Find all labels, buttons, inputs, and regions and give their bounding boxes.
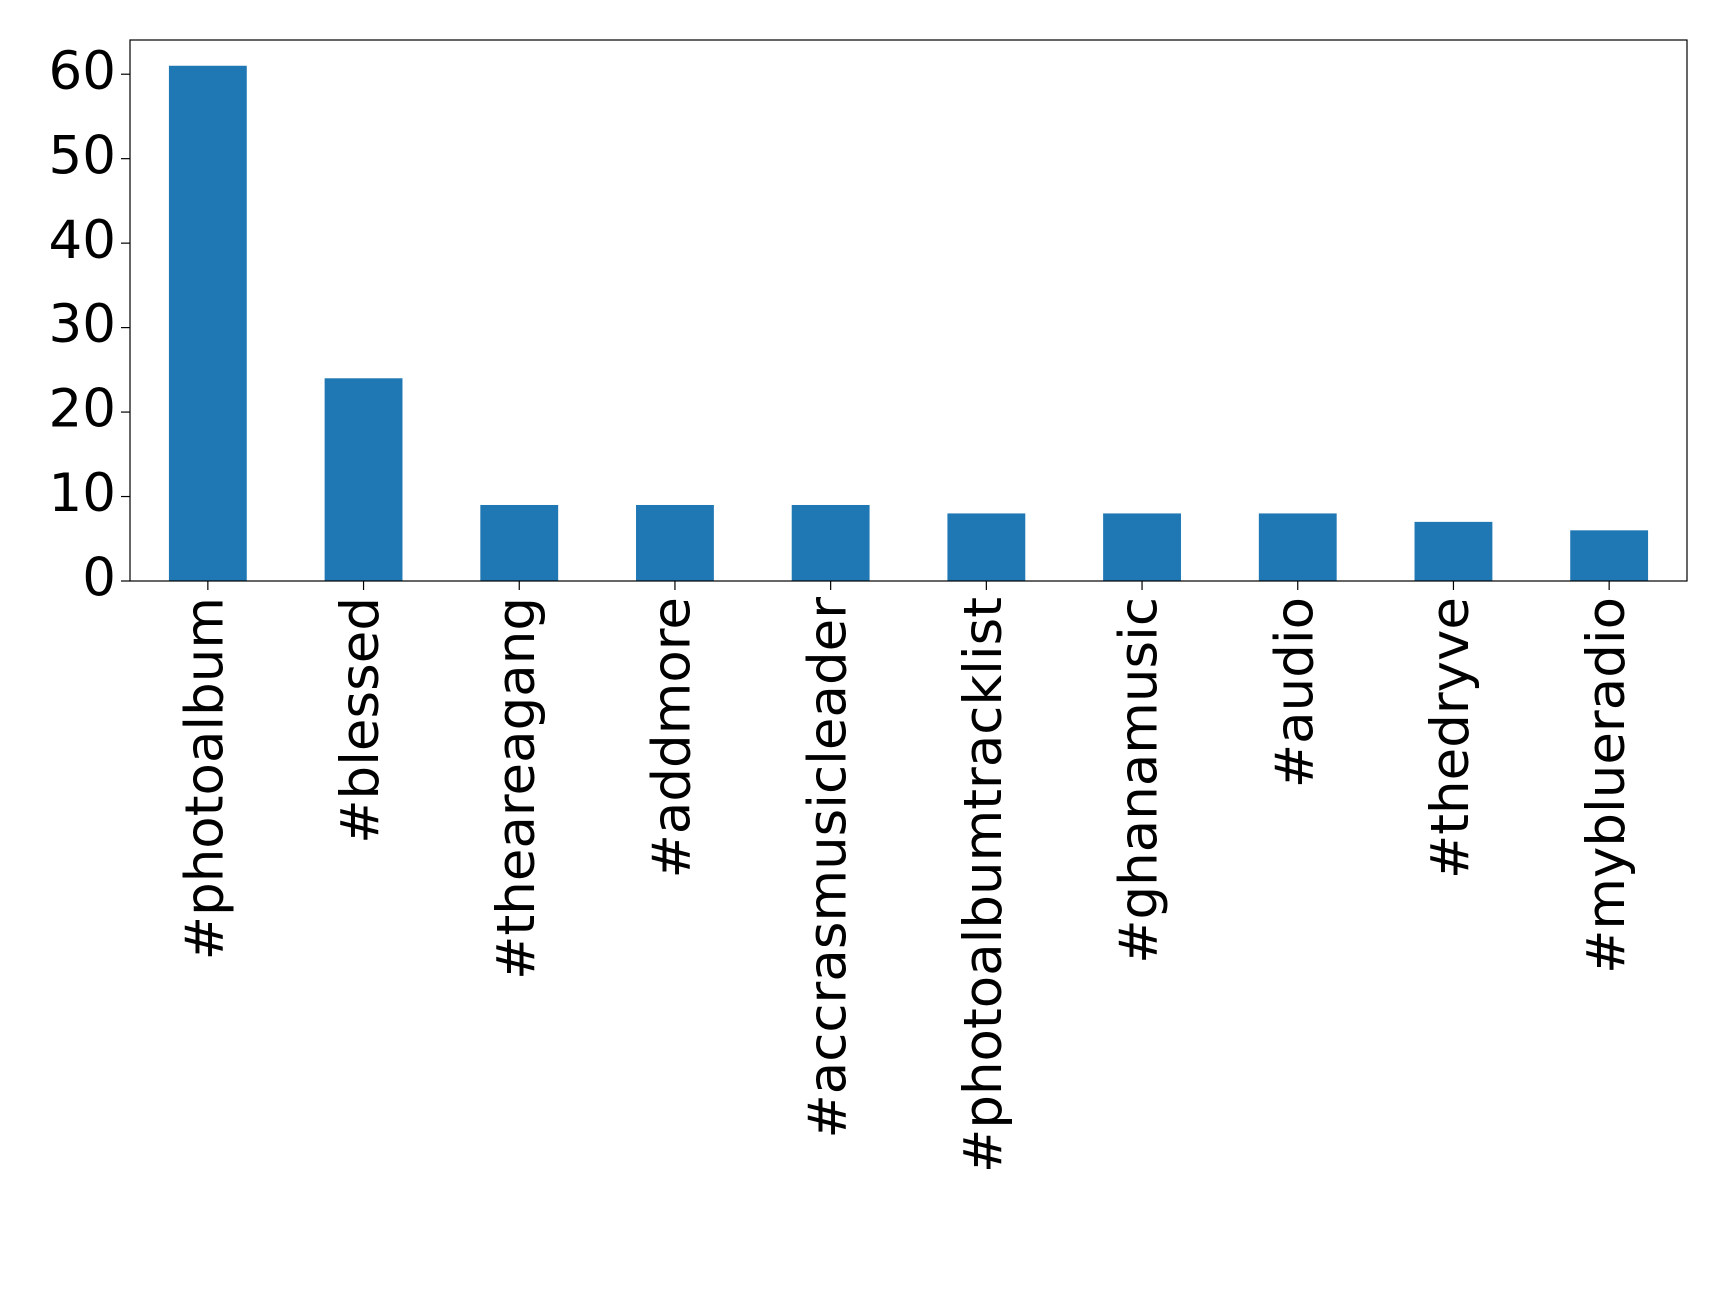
y-tick-label: 40 — [49, 210, 116, 271]
bar — [1414, 521, 1493, 581]
bar — [168, 65, 247, 581]
bar — [1570, 530, 1649, 581]
y-tick-label: 60 — [49, 41, 116, 102]
x-tick-label: #audio — [1264, 597, 1325, 788]
y-tick-label: 10 — [49, 463, 116, 524]
plot-frame — [129, 39, 1688, 582]
x-tick-label: #myblueradio — [1576, 597, 1637, 974]
x-tick-label: #thedryve — [1420, 597, 1481, 879]
x-tick-label: #theareagang — [486, 597, 547, 980]
bar — [1103, 513, 1181, 581]
x-tick-label: #photoalbum — [174, 597, 235, 960]
y-tick-label: 30 — [49, 294, 116, 355]
bar — [791, 504, 870, 581]
x-tick-label: #ghanamusic — [1109, 597, 1170, 964]
y-tick-label: 20 — [49, 379, 116, 440]
y-tick-label: 0 — [82, 548, 116, 609]
x-tick-label: #blessed — [330, 597, 391, 844]
y-tick-label: 50 — [49, 125, 116, 186]
bar — [324, 378, 403, 581]
bar — [1258, 513, 1337, 581]
bar — [947, 513, 1026, 581]
x-tick-label: #photoalbumtracklist — [953, 597, 1014, 1173]
x-tick-label: #accrasmusicleader — [797, 597, 858, 1139]
bar — [636, 504, 714, 581]
bar — [480, 504, 559, 581]
x-tick-label: #addmore — [642, 597, 703, 878]
